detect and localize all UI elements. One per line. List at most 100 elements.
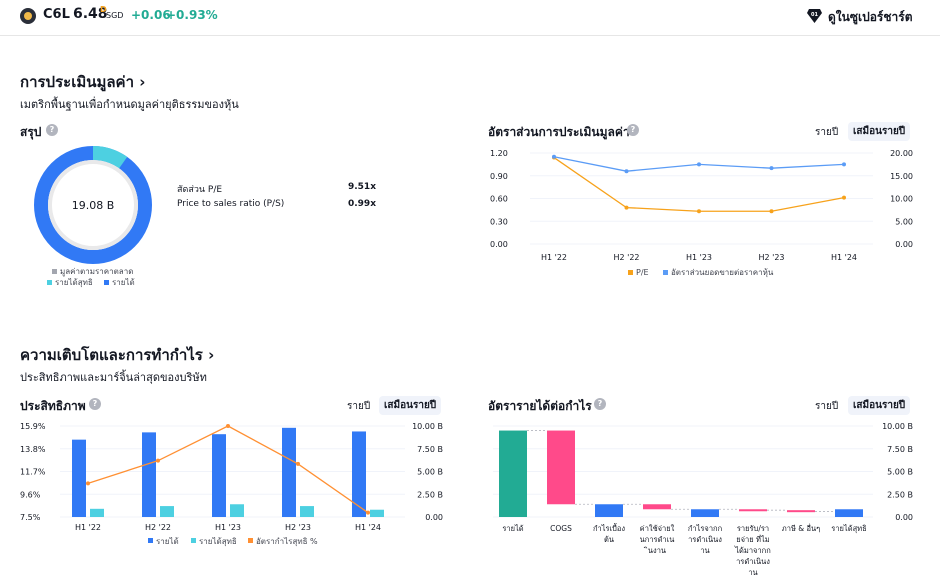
y-left-tick: 1.20 [490,149,508,158]
help-icon[interactable]: ? [627,124,639,136]
y-tick: 10.00 B [882,422,913,431]
data-point [697,162,701,167]
help-icon[interactable]: ? [89,398,101,410]
y-right-tick: 15.00 [890,172,913,181]
data-point [769,209,774,214]
period-year-tab[interactable]: รายปี [815,401,839,412]
valuation-title[interactable]: การประเมินมูลค่า › [20,73,146,91]
y-left-tick: 15.9% [20,422,46,431]
y-right-tick: 0.00 [895,240,913,249]
legend-swatch [663,270,668,275]
x-tick-line: ินงาน [643,546,666,555]
revenue-to-profit-title: อัตรารายได้ต่อกำไร [488,399,592,413]
company-logo-icon [20,8,36,24]
period-switch: รายปี เสมือนรายปี [347,396,447,416]
ps-label: Price to sales ratio (P/S) [177,199,285,209]
growth-title[interactable]: ความเติบโตและการทำกำไร › [20,346,215,364]
supercharts-icon[interactable]: 01 [806,7,823,24]
bar-net-income [300,506,314,517]
help-icon[interactable]: ? [46,124,58,136]
legend-revenue: รายได้ [104,276,135,289]
y-left-tick: 11.7% [20,468,46,477]
x-tick-line: าน [700,546,709,555]
x-tick: H1 '22 [541,253,567,262]
x-tick: รายได้ [502,524,523,533]
y-tick: 5.00 B [887,468,913,477]
x-tick: ภาษี & อื่นๆ [782,523,820,533]
x-tick-line: ต้น [604,535,614,544]
x-tick: H2 '22 [145,523,171,532]
x-tick: COGS [550,524,572,533]
x-tick-line: รายรับ/รา [737,524,769,533]
symbol[interactable]: C6L [43,7,70,22]
pe-label: สัดส่วน P/E [177,185,223,195]
waterfall-bar [691,509,719,517]
svg-text:01: 01 [811,12,818,18]
bar-revenue [142,432,156,517]
legend-label: อัตราส่วนยอดขายต่อราคาหุ้น [671,268,774,277]
bar-net-income [230,504,244,517]
symbol-header: C6L 6.48 D SGD +0.06 +0.93% 01 ดูในซูเปอ… [0,0,940,36]
period-ttm-tab[interactable]: เสมือนรายปี [848,396,911,415]
y-tick: 0.00 [895,513,913,522]
x-tick-line: ยจ่าย ที่ไม [736,534,769,544]
legend-swatch [191,538,196,543]
x-tick-line: กำไรเบื้อง [593,523,625,533]
legend-label: P/E [636,268,649,277]
summary-donut-chart [34,146,152,264]
x-tick-line: รายได้สุทธิ [831,524,866,533]
legend-market-cap: มูลค่าตามราคาตลาด [52,265,133,278]
valuation-ratios-chart: 0.00 0.30 0.60 0.90 1.20 0.00 5.00 10.00 15.00 20… [490,149,913,277]
x-tick: H2 '22 [613,253,639,262]
legend-swatch [148,538,153,543]
data-point [697,209,701,214]
y-left-tick: 7.5% [20,513,41,522]
bar-revenue [212,434,226,517]
x-tick: H1 '22 [75,523,101,532]
x-tick: รายได้สุทธิ [831,524,866,533]
x-tick: H2 '23 [758,253,784,262]
legend-label: รายได้สุทธิ [199,537,237,546]
y-right-tick: 5.00 [895,217,913,226]
legend-label: รายได้สุทธิ [55,278,93,287]
period-switch: รายปี เสมือนรายปี [815,396,915,416]
data-point [624,169,629,174]
supercharts-link[interactable]: ดูในซูเปอร์ชาร์ต [828,10,913,24]
x-tick-line: รายได้ [502,524,523,533]
period-year-tab[interactable]: รายปี [815,127,839,138]
data-point [226,424,230,428]
x-tick-line: ่ได้มาจากก [733,545,771,555]
period-ttm-tab[interactable]: เสมือนรายปี [848,122,911,141]
pe-value: 9.51x [347,182,376,192]
period-ttm-tab[interactable]: เสมือนรายปี [379,396,442,415]
x-tick: กำไรเบื้องต้น [593,523,625,544]
y-left-tick: 9.6% [20,490,41,499]
x-tick: H1 '23 [215,523,241,532]
period-year-tab[interactable]: รายปี [347,401,371,412]
y-right-tick: 0.00 [425,513,443,522]
series-line-margin [87,425,369,514]
x-tick-line: ารดำเนินง [736,557,770,566]
revenue-to-profit-chart: 0.00 2.50 B 5.00 B 7.50 B 10.00 B รายได้ COGS ก… [493,422,913,577]
x-tick-line: COGS [550,524,572,533]
bar-revenue [282,427,296,517]
donut-center-value: 19.08 B [71,198,115,212]
help-icon[interactable]: ? [594,398,606,410]
y-left-tick: 0.90 [490,172,508,181]
waterfall-bar [499,430,527,517]
y-left-tick: 13.8% [20,445,46,454]
legend-label: มูลค่าตามราคาตลาด [60,267,134,276]
performance-title: ประสิทธิภาพ [20,399,86,413]
x-tick: H2 '23 [285,523,311,532]
valuation-ratios-title: อัตราส่วนการประเมินมูลค่า [488,125,630,139]
x-tick-line: ภาษี & อื่นๆ [782,523,820,533]
data-point [156,458,160,463]
price-change: +0.06 [131,8,171,22]
data-point [842,162,846,167]
bar-net-income [90,508,104,517]
waterfall-bar [835,509,863,517]
donut-slice-market-cap [48,160,138,250]
bar-net-income [160,506,174,517]
legend-swatch [628,270,633,275]
data-point [624,205,629,210]
